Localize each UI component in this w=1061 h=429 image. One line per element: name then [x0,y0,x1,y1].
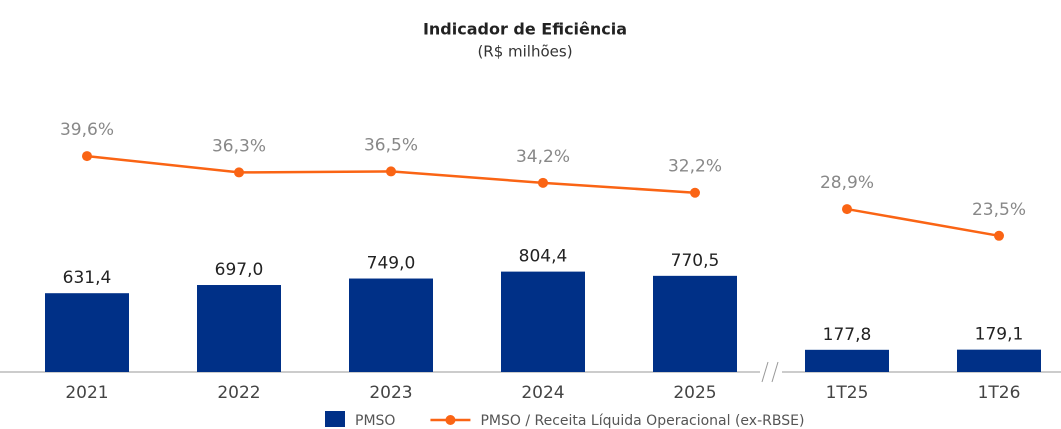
bar [45,293,129,372]
x-tick-label: 1T26 [978,383,1021,403]
x-tick-label: 2021 [65,383,108,403]
line-point [842,204,852,215]
bar [197,285,281,372]
x-tick-label: 2025 [673,383,716,403]
bar [349,278,433,372]
bar-value-label: 631,4 [63,268,112,288]
bar [653,275,737,372]
bar-value-label: 749,0 [367,254,416,274]
bar-value-label: 177,8 [823,325,872,345]
bar [957,349,1041,372]
legend-label: PMSO / Receita Líquida Operacional (ex-R… [480,413,804,429]
line-value-label: 36,5% [364,135,418,155]
x-tick-label: 1T25 [826,383,869,403]
line-value-label: 32,2% [668,157,722,177]
chart-subtitle: (R$ milhões) [477,43,572,61]
axis-break [771,361,779,383]
line [846,207,1000,238]
bar-value-label: 770,5 [671,251,720,271]
legend-swatch [325,411,345,427]
line-point [386,166,396,177]
bar-value-label: 804,4 [519,247,568,267]
line-point [538,177,548,188]
x-tick-label: 2024 [521,383,564,403]
line-point [234,167,244,178]
x-tick-label: 2022 [217,383,260,403]
line-value-label: 36,3% [212,136,266,156]
bar-value-label: 179,1 [975,325,1024,345]
line-point [994,230,1004,241]
axis-break [761,361,769,383]
line-value-label: 28,9% [820,173,874,193]
legend-label: PMSO [355,413,395,429]
bar [805,349,889,372]
line-value-label: 39,6% [60,120,114,140]
line-point [690,187,700,198]
x-tick-label: 2023 [369,383,412,403]
bar-value-label: 697,0 [215,260,264,280]
line-point [82,151,92,162]
legend-swatch [445,415,456,425]
chart-title: Indicador de Eficiência [423,20,627,39]
line-value-label: 23,5% [972,200,1026,220]
bar [501,271,585,372]
line-value-label: 34,2% [516,147,570,167]
